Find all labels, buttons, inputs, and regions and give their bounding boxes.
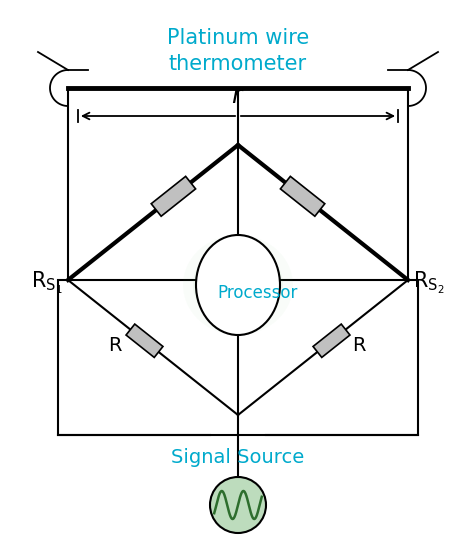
Text: Processor: Processor <box>218 284 298 302</box>
Bar <box>58 280 418 435</box>
Ellipse shape <box>210 259 266 311</box>
Text: Platinum wire
thermometer: Platinum wire thermometer <box>167 28 309 74</box>
Circle shape <box>210 477 266 533</box>
Polygon shape <box>151 177 196 216</box>
Polygon shape <box>313 324 350 358</box>
Ellipse shape <box>196 235 280 335</box>
Text: $\mathsf{R_{S_1}}$: $\mathsf{R_{S_1}}$ <box>31 270 63 296</box>
Text: $\mathsf{R_{S_2}}$: $\mathsf{R_{S_2}}$ <box>413 270 445 296</box>
Ellipse shape <box>193 244 283 326</box>
Polygon shape <box>126 324 163 358</box>
Text: $\mathsf{R}$: $\mathsf{R}$ <box>351 336 367 355</box>
Text: $r$: $r$ <box>231 85 245 108</box>
Polygon shape <box>280 177 325 216</box>
Text: $\mathsf{R}$: $\mathsf{R}$ <box>108 336 122 355</box>
Ellipse shape <box>203 252 273 317</box>
Text: Signal Source: Signal Source <box>171 448 305 467</box>
